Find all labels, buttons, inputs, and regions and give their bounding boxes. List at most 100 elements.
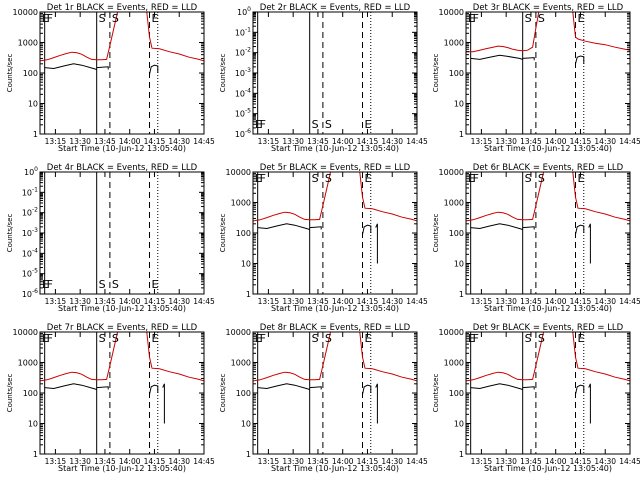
y-tick-label: 10	[454, 420, 464, 429]
x-tick-label: 13:15	[258, 137, 280, 146]
plot-frame	[465, 331, 631, 455]
x-tick-label: 14:30	[168, 297, 190, 306]
marker-label-f: F	[473, 12, 479, 25]
marker-label-s: S	[112, 332, 119, 345]
y-tick-label: 10	[28, 420, 38, 429]
x-tick-label: 14:00	[545, 137, 567, 146]
y-tick-label: 10-1	[235, 26, 251, 37]
x-tick-label: 14:30	[168, 457, 190, 466]
y-tick-label: 100	[236, 229, 251, 238]
y-tick-label: 10000	[13, 8, 38, 17]
y-tick-label: 10-6	[235, 128, 251, 139]
y-tick-label: 100	[449, 389, 464, 398]
x-tick-label: 13:15	[258, 297, 280, 306]
marker-label-f: F	[260, 332, 266, 345]
x-tick-label: 13:15	[471, 457, 493, 466]
y-tick-label: 100	[23, 389, 38, 398]
x-tick-label: 14:30	[168, 137, 190, 146]
panel-det-6: Det 6r BLACK = Events, RED = LLD Start Ti…	[432, 163, 640, 313]
marker-label-s: S	[525, 12, 532, 25]
x-axis-label: Start Time (10-Jun-12 13:05:40)	[58, 144, 186, 153]
y-tick-label: 100	[449, 69, 464, 78]
marker-label-e: E	[468, 12, 475, 25]
x-axis-label: Start Time (10-Jun-12 13:05:40)	[271, 304, 399, 313]
marker-label-s: S	[112, 12, 119, 25]
marker-label-e: E	[365, 172, 372, 185]
y-tick-label: 1	[246, 290, 251, 299]
marker-label-e: E	[578, 172, 585, 185]
marker-label-e: E	[152, 278, 159, 291]
y-tick-label: 1000	[444, 359, 464, 368]
y-tick-label: 1000	[18, 359, 38, 368]
series-events-line	[575, 224, 585, 235]
x-tick-label: 14:30	[594, 457, 616, 466]
y-tick-label: 100	[23, 69, 38, 78]
x-tick-label: 13:45	[307, 457, 329, 466]
marker-label-e: E	[152, 332, 159, 345]
y-tick-label: 10-4	[22, 247, 38, 258]
panel-det-2: Det 2r BLACK = Events, RED = LLD Start Ti…	[219, 3, 428, 153]
x-tick-label: 14:00	[119, 297, 141, 306]
marker-label-e: E	[255, 172, 262, 185]
x-tick-label: 14:00	[332, 457, 354, 466]
series-events-line	[309, 226, 322, 230]
y-tick-label: 1000	[444, 199, 464, 208]
y-tick-label: 1	[459, 130, 464, 139]
x-tick-label: 14:15	[570, 137, 592, 146]
marker-label-s: S	[99, 12, 106, 25]
x-tick-label: 14:45	[406, 457, 428, 466]
series-events-line	[257, 223, 310, 230]
series-events-line	[44, 383, 97, 390]
y-tick-label: 1000	[18, 39, 38, 48]
y-tick-label: 1	[459, 450, 464, 459]
series-lld-line	[40, 12, 204, 62]
panel-title: Det 2r BLACK = Events, RED = LLD	[260, 3, 411, 13]
x-tick-label: 13:30	[495, 297, 517, 306]
marker-label-s: S	[312, 332, 319, 345]
y-tick-label: 10-4	[235, 87, 251, 98]
series-events-line	[96, 66, 109, 70]
plot-frame	[252, 331, 418, 455]
x-tick-label: 13:30	[282, 297, 304, 306]
plot-area	[40, 332, 204, 454]
x-tick-label: 13:45	[520, 457, 542, 466]
y-tick-label: 1	[33, 450, 38, 459]
x-tick-label: 13:30	[495, 457, 517, 466]
panel-title: Det 1r BLACK = Events, RED = LLD	[47, 3, 198, 13]
y-tick-label: 100	[237, 6, 251, 17]
marker-label-s: S	[325, 172, 332, 185]
series-events-line	[522, 57, 535, 61]
plot-frame	[39, 11, 205, 135]
y-tick-label: 10-3	[22, 227, 38, 238]
panel-det-5: Det 5r BLACK = Events, RED = LLD Start Ti…	[219, 163, 428, 313]
series-events-line	[575, 384, 585, 395]
x-tick-label: 14:15	[570, 297, 592, 306]
x-axis-label: Start Time (10-Jun-12 13:05:40)	[271, 464, 399, 473]
x-tick-label: 14:00	[332, 297, 354, 306]
x-tick-label: 13:15	[45, 297, 67, 306]
series-lld-line	[253, 172, 417, 222]
plot-frame	[39, 331, 205, 455]
plot-area	[253, 172, 417, 294]
panel-title: Det 4r BLACK = Events, RED = LLD	[47, 163, 198, 173]
marker-label-s: S	[312, 172, 319, 185]
x-tick-label: 14:45	[193, 297, 215, 306]
y-tick-label: 10-5	[235, 108, 251, 119]
y-axis-label: Counts/sec	[6, 214, 14, 253]
x-tick-label: 14:45	[193, 137, 215, 146]
series-events-line	[96, 386, 109, 390]
y-tick-label: 10	[241, 260, 251, 269]
series-events-line	[470, 54, 523, 60]
plot-frame	[252, 11, 418, 135]
plot-frame	[465, 171, 631, 295]
panel-title: Det 3r BLACK = Events, RED = LLD	[473, 3, 624, 13]
marker-label-s: S	[99, 278, 106, 291]
y-tick-label: 100	[24, 166, 38, 177]
series-events-line	[362, 224, 372, 235]
y-axis-label: Counts/sec	[6, 374, 14, 413]
y-tick-label: 1000	[444, 39, 464, 48]
x-tick-label: 13:45	[94, 297, 116, 306]
y-axis-label: Counts/sec	[219, 374, 227, 413]
marker-label-s: S	[538, 332, 545, 345]
marker-label-e: E	[365, 118, 372, 131]
